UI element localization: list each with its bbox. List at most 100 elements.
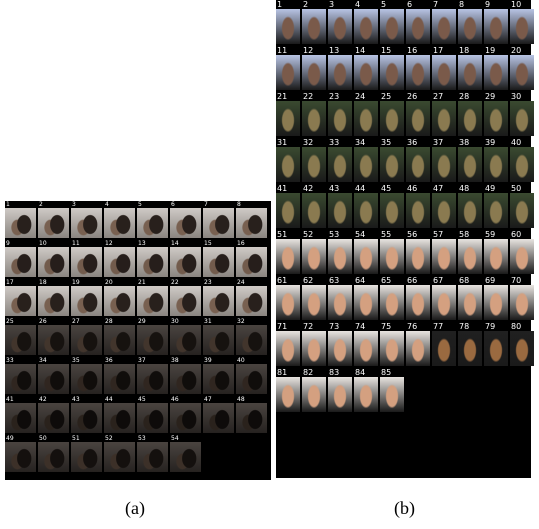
frame-index-label: 13 [138,240,146,247]
frame-index-label: 24 [237,279,245,286]
face-track-panel-b: 1 2 3 4 5 6 7 8 9 10 11 12 13 14 15 16 17 18 19 20 21 22 23 24 2… [276,0,534,478]
frame-index-label: 56 [407,230,418,239]
frame-cell: 55 [380,230,404,274]
face-thumbnail [71,286,102,316]
face-thumbnail [302,377,326,412]
frame-cell: 16 [406,46,430,90]
frame-index-label: 40 [237,357,245,364]
face-thumbnail [484,9,508,44]
face-thumbnail [5,442,36,472]
frame-index-label: 2 [39,201,43,208]
frame-index-label: 52 [105,435,113,442]
frame-cell: 34 [38,357,69,394]
frame-index-label: 4 [105,201,109,208]
frame-cell: 47 [432,184,456,228]
frame-index-label: 33 [6,357,14,364]
face-thumbnail [328,285,352,320]
frame-index-label: 39 [204,357,212,364]
frame-index-label: 50 [39,435,47,442]
frame-cell: 33 [5,357,36,394]
frame-cell: 44 [104,396,135,433]
frame-cell: 16 [236,240,267,277]
face-thumbnail [484,55,508,90]
face-thumbnail [170,208,201,238]
frame-index-label: 23 [204,279,212,286]
frame-index-label: 64 [355,276,366,285]
frame-cell: 6 [170,201,201,238]
face-thumbnail [432,9,456,44]
face-thumbnail [354,377,378,412]
face-thumbnail [484,331,508,366]
frame-cell: 30 [510,92,534,136]
frame-index-label: 8 [459,0,465,9]
face-thumbnail [137,325,168,355]
face-thumbnail [302,9,326,44]
face-thumbnail [328,101,352,136]
frame-index-label: 45 [381,184,392,193]
frame-cell: 82 [302,368,326,412]
frame-index-label: 6 [407,0,413,9]
face-thumbnail [484,193,508,228]
frame-index-label: 60 [511,230,522,239]
frame-cell: 29 [484,92,508,136]
frame-cell: 76 [406,322,430,366]
frame-cell: 22 [170,279,201,316]
frame-cell: 68 [458,276,482,320]
frame-cell: 38 [170,357,201,394]
face-thumbnail [354,193,378,228]
frame-index-label: 30 [171,318,179,325]
frame-index-label: 49 [6,435,14,442]
frame-cell: 80 [510,322,534,366]
face-thumbnail [203,403,234,433]
frame-index-label: 1 [277,0,283,9]
face-thumbnail [328,55,352,90]
frame-cell: 32 [302,138,326,182]
frame-cell: 48 [458,184,482,228]
face-thumbnail [458,101,482,136]
face-thumbnail [170,286,201,316]
frame-cell: 22 [302,92,326,136]
face-thumbnail [276,147,300,182]
frame-cell: 31 [276,138,300,182]
frame-index-label: 25 [6,318,14,325]
face-thumbnail [406,101,430,136]
frame-index-label: 45 [138,396,146,403]
frame-cell: 5 [380,0,404,44]
frame-index-label: 4 [355,0,361,9]
frame-cell: 40 [236,357,267,394]
face-thumbnail [276,101,300,136]
frame-index-label: 48 [459,184,470,193]
frame-cell: 53 [137,435,168,472]
face-thumbnail [170,403,201,433]
frame-index-label: 51 [72,435,80,442]
face-thumbnail [510,9,534,44]
frame-index-label: 39 [485,138,496,147]
frame-cell: 38 [458,138,482,182]
frame-index-label: 38 [171,357,179,364]
face-thumbnail [302,193,326,228]
face-thumbnail [236,247,267,277]
frame-index-label: 67 [433,276,444,285]
face-thumbnail [38,364,69,394]
face-thumbnail [302,239,326,274]
frame-index-label: 82 [303,368,314,377]
frame-cell: 12 [104,240,135,277]
face-thumbnail [380,239,404,274]
face-thumbnail [432,101,456,136]
face-thumbnail [236,286,267,316]
frame-index-label: 26 [39,318,47,325]
frame-index-label: 50 [511,184,522,193]
frame-cell: 42 [302,184,326,228]
frame-cell: 2 [38,201,69,238]
frame-cell: 35 [380,138,404,182]
frame-cell: 57 [432,230,456,274]
face-thumbnail [71,208,102,238]
face-thumbnail [510,55,534,90]
frame-index-label: 54 [171,435,179,442]
frame-cell: 14 [354,46,378,90]
frame-index-label: 80 [511,322,522,331]
face-thumbnail [458,285,482,320]
frame-cell: 75 [380,322,404,366]
face-thumbnail [38,442,69,472]
frame-index-label: 36 [105,357,113,364]
